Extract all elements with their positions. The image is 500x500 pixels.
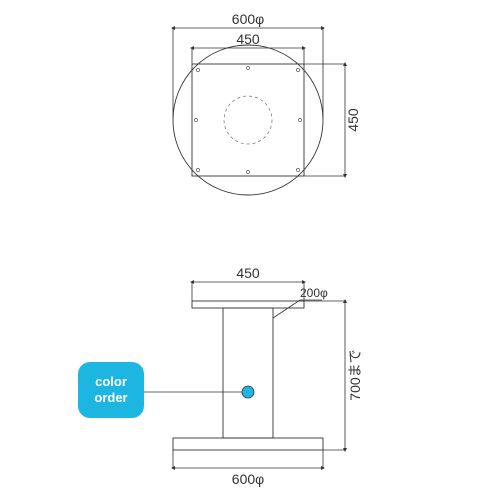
- label-450-front: 450: [236, 265, 260, 281]
- dim-600phi-base: 600φ: [173, 450, 323, 487]
- color-order-callout: color order: [78, 362, 254, 418]
- label-700made: 700まで: [347, 349, 363, 400]
- front-view: 450 200φ 600φ 700まで color order: [78, 265, 363, 487]
- dim-200phi: 200φ: [273, 286, 328, 318]
- label-600phi-base: 600φ: [232, 471, 264, 487]
- callout-line2: order: [94, 390, 127, 405]
- dim-450-side: 450: [304, 64, 361, 176]
- label-450-top: 450: [236, 31, 260, 47]
- label-200phi: 200φ: [300, 286, 328, 300]
- label-450-side: 450: [345, 108, 361, 132]
- top-view: 600φ 450 450: [173, 11, 361, 195]
- label-600phi-top: 600φ: [232, 11, 264, 27]
- top-inner-dashed: [224, 96, 272, 144]
- top-outer-circle: [173, 45, 323, 195]
- dim-600phi-top: 600φ: [173, 11, 323, 118]
- top-square: [192, 64, 304, 176]
- front-base: [173, 438, 323, 450]
- dim-450-front: 450: [192, 265, 304, 301]
- dim-450-top: 450: [192, 31, 304, 64]
- front-top-plate: [192, 301, 304, 308]
- front-column: [223, 308, 273, 438]
- callout-line1: color: [95, 374, 127, 389]
- dim-700made: 700まで: [304, 301, 363, 450]
- screw-holes: [194, 66, 301, 173]
